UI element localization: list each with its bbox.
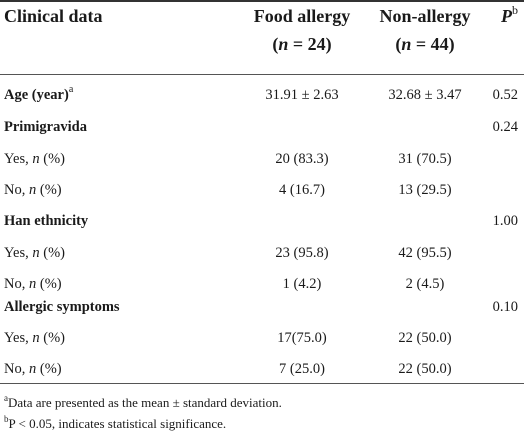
cell-p-value: 0.10 bbox=[492, 299, 518, 315]
cell-p-value: 1.00 bbox=[492, 213, 518, 229]
row-heading-label: Allergic symptoms bbox=[4, 299, 120, 315]
row-heading-label: Age (year)a bbox=[4, 84, 74, 104]
cell-non-allergy: 32.68 ± 3.47 bbox=[388, 87, 462, 103]
table-top-rule bbox=[0, 0, 524, 2]
cell-food-allergy: 23 (95.8) bbox=[275, 245, 329, 261]
cell-non-allergy: 2 (4.5) bbox=[405, 276, 445, 292]
header-food-allergy: Food allergy bbox=[253, 6, 351, 26]
row-sub-label: No, n (%) bbox=[4, 361, 62, 377]
cell-food-allergy: 31.91 ± 2.63 bbox=[265, 87, 339, 103]
cell-non-allergy: 42 (95.5) bbox=[398, 245, 452, 261]
cell-food-allergy: 1 (4.2) bbox=[282, 276, 322, 292]
cell-non-allergy: 13 (29.5) bbox=[398, 182, 452, 198]
table-bottom-rule bbox=[0, 383, 524, 384]
row-heading-label: Primigravida bbox=[4, 119, 87, 135]
cell-food-allergy: 17(75.0) bbox=[277, 330, 327, 346]
cell-p-value: 0.52 bbox=[492, 87, 518, 103]
header-clinical-data: Clinical data bbox=[4, 6, 103, 26]
header-non-allergy: Non-allergy bbox=[379, 6, 471, 26]
table-header-rule bbox=[0, 74, 524, 75]
footnote-a: aData are presented as the mean ± standa… bbox=[4, 393, 282, 411]
row-heading-label: Han ethnicity bbox=[4, 213, 89, 229]
row-sub-label: No, n (%) bbox=[4, 276, 62, 292]
cell-food-allergy: 4 (16.7) bbox=[279, 182, 325, 198]
row-sub-label: Yes, n (%) bbox=[4, 330, 65, 346]
row-sub-label: Yes, n (%) bbox=[4, 151, 65, 167]
row-sub-label: Yes, n (%) bbox=[4, 245, 65, 261]
cell-food-allergy: 20 (83.3) bbox=[275, 151, 329, 167]
cell-non-allergy: 31 (70.5) bbox=[398, 151, 452, 167]
header-p-value: Pb bbox=[501, 3, 518, 26]
header-non-allergy-n: (n = 44) bbox=[395, 34, 455, 54]
header-food-allergy-n: (n = 24) bbox=[272, 34, 332, 54]
footnote-b: bP < 0.05, indicates statistical signifi… bbox=[4, 414, 227, 432]
cell-non-allergy: 22 (50.0) bbox=[398, 361, 452, 377]
cell-p-value: 0.24 bbox=[492, 119, 518, 135]
cell-food-allergy: 7 (25.0) bbox=[279, 361, 325, 377]
row-sub-label: No, n (%) bbox=[4, 182, 62, 198]
cell-non-allergy: 22 (50.0) bbox=[398, 330, 452, 346]
